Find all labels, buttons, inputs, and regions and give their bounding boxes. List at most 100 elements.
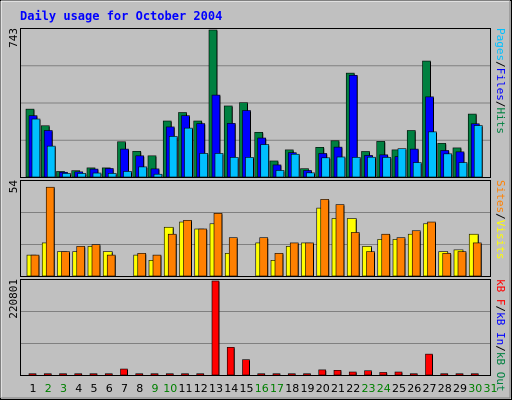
bar-pages: [168, 136, 178, 178]
bar-kb-f: [379, 372, 388, 376]
bar-pages: [351, 157, 361, 178]
bar-pages: [153, 173, 163, 178]
bar-sites: [137, 253, 147, 277]
bar-kb-f: [318, 369, 327, 376]
bar-kb-f: [28, 373, 37, 376]
x-tick-label: 24: [377, 382, 391, 395]
bar-kb-f: [196, 373, 205, 376]
legend-kbf: kB F: [494, 279, 507, 306]
visits-y-tick-label: 54: [7, 180, 20, 194]
kb-y-tick-label: 220801: [7, 279, 20, 319]
bar-kb-f: [257, 373, 266, 376]
bar-sites: [259, 237, 269, 277]
bar-sites: [183, 219, 192, 277]
bar-sites: [167, 233, 177, 277]
legend-sep-2: /: [494, 101, 507, 108]
bar-pages: [473, 125, 483, 178]
kb-legend: kB F/kB In/kB Out: [494, 279, 507, 392]
legend-sep-1: /: [494, 61, 507, 68]
bar-kb-f: [181, 373, 189, 376]
x-tick-label: 31: [484, 382, 498, 395]
bar-pages: [123, 171, 132, 178]
legend-sep-4: /: [494, 306, 507, 313]
bar-kb-f: [455, 373, 464, 376]
x-tick-label: 19: [301, 382, 315, 395]
bar-kb-f: [120, 368, 128, 376]
bars-layer: [21, 29, 490, 376]
bar-sites: [350, 232, 360, 277]
bar-pages: [46, 145, 56, 178]
bar-sites: [335, 204, 345, 277]
bar-pages: [184, 127, 193, 178]
x-tick-label: 3: [60, 382, 67, 395]
legend-kbin: kB In: [494, 312, 507, 345]
bar-pages: [138, 166, 148, 178]
bar-pages: [77, 173, 87, 178]
bar-kb-f: [272, 373, 281, 376]
bar-kb-f: [150, 373, 159, 376]
bar-pages: [245, 157, 254, 178]
bar-pages: [428, 131, 437, 178]
x-tick-label: 25: [392, 382, 406, 395]
x-tick-label: 6: [106, 382, 113, 395]
bar-sites: [381, 233, 391, 277]
bar-kb-f: [43, 373, 52, 376]
bar-pages: [443, 153, 453, 178]
bar-pages: [306, 172, 315, 178]
legend-pages: Pages: [494, 28, 507, 61]
x-tick-label: 7: [121, 382, 128, 395]
bar-pages: [260, 144, 270, 178]
bar-pages: [275, 170, 285, 178]
x-axis-labels: 1 2 3 4 5 6 7 8 9 10 11 12 13 14 15 16 17 18 19 20 21 22 23 24 2…: [30, 382, 498, 395]
bar-sites: [320, 199, 330, 277]
x-tick-label: 17: [270, 382, 284, 395]
x-tick-label: 8: [136, 382, 143, 395]
bar-kb-f: [59, 373, 67, 376]
x-tick-label: 14: [224, 382, 238, 395]
bar-pages: [458, 162, 468, 178]
kbytes-panel: 220801: [7, 279, 491, 376]
bar-sites: [472, 242, 482, 277]
chart-title: Daily usage for October 2004: [20, 9, 222, 23]
x-tick-label: 27: [423, 382, 437, 395]
bar-sites: [274, 253, 284, 277]
bar-sites: [228, 237, 238, 277]
legend-visits: Visits: [494, 220, 507, 260]
x-tick-label: 2: [45, 382, 52, 395]
legend-kbout: kB Out: [494, 352, 507, 392]
bar-sites: [91, 244, 101, 277]
bar-pages: [107, 173, 117, 178]
legend-sep-5: /: [494, 345, 507, 352]
bar-pages: [336, 156, 346, 178]
x-tick-label: 15: [240, 382, 254, 395]
bar-sites: [305, 242, 314, 277]
bar-sites: [427, 221, 436, 277]
hits-y-tick-label: 743: [7, 28, 20, 48]
x-tick-label: 12: [194, 382, 208, 395]
bar-sites: [76, 246, 86, 277]
bar-kb-f: [89, 373, 98, 376]
x-tick-label: 5: [91, 382, 98, 395]
bar-pages: [367, 156, 376, 178]
x-tick-label: 4: [75, 382, 82, 395]
bar-pages: [31, 118, 41, 178]
bar-pages: [290, 153, 300, 178]
x-tick-label: 21: [331, 382, 345, 395]
x-tick-label: 28: [438, 382, 452, 395]
kb-panel-box: [20, 279, 491, 376]
bar-sites: [213, 213, 223, 277]
bar-kb-f: [74, 373, 83, 376]
bar-kb-f: [135, 373, 144, 376]
x-tick-label: 10: [163, 382, 177, 395]
legend-sep-3: /: [494, 213, 507, 220]
bar-pages: [214, 153, 224, 178]
legend-hits: Hits: [494, 108, 507, 135]
legend-files: Files: [494, 68, 507, 101]
bar-pages: [321, 157, 331, 178]
x-tick-label: 9: [152, 382, 159, 395]
bar-sites: [411, 230, 421, 277]
bar-sites: [152, 254, 162, 277]
bar-kb-f: [287, 373, 296, 376]
bar-sites: [289, 242, 299, 277]
